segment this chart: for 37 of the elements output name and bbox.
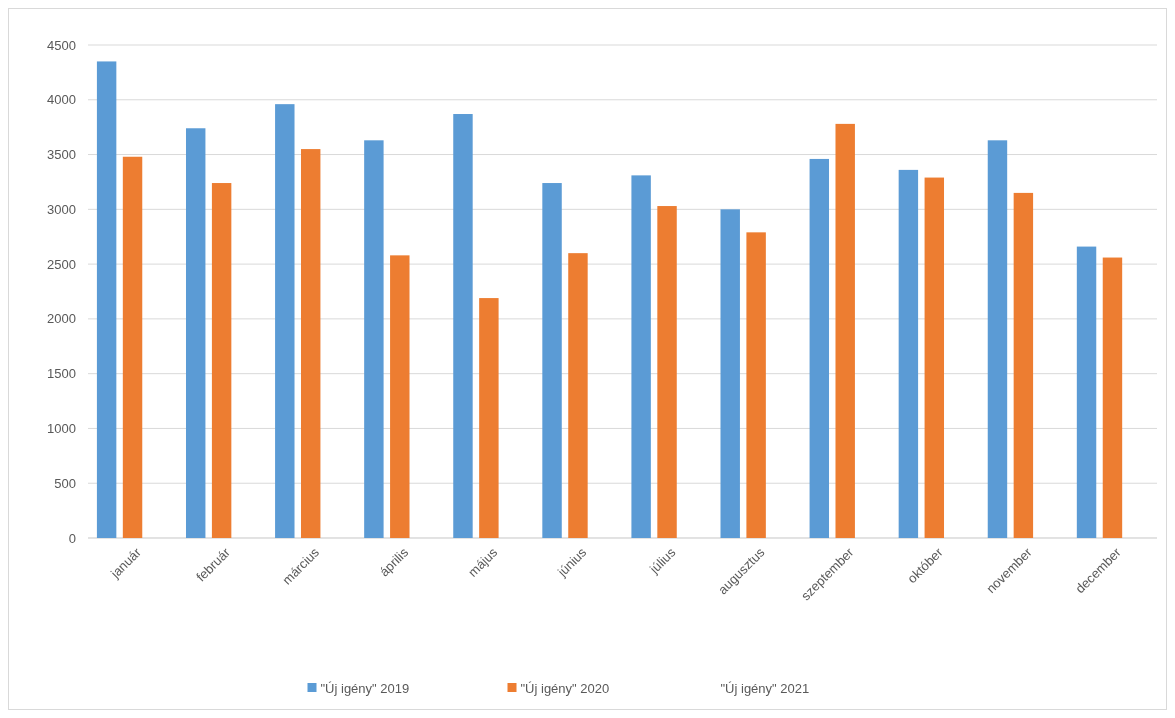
bar	[568, 253, 588, 538]
bar	[1076, 246, 1097, 538]
y-tick-label: 3000	[47, 201, 76, 217]
y-tick-label: 0	[68, 530, 76, 546]
y-tick-label: 2500	[47, 256, 76, 272]
bar	[453, 114, 473, 538]
bar	[809, 158, 830, 538]
bar	[542, 183, 562, 538]
y-tick-label: 3500	[47, 147, 76, 163]
bar	[275, 104, 295, 538]
y-tick-label: 4000	[47, 92, 76, 108]
bar	[364, 140, 384, 538]
bar	[122, 156, 143, 538]
y-tick-label: 500	[54, 475, 76, 491]
bar	[96, 61, 117, 538]
bar	[631, 175, 651, 538]
y-tick-label: 2000	[47, 311, 76, 327]
bar	[390, 255, 410, 538]
bar	[746, 232, 766, 538]
bar	[657, 206, 677, 538]
bar	[835, 123, 855, 538]
y-tick-label: 4500	[47, 37, 76, 53]
bar	[185, 128, 206, 538]
bar	[987, 140, 1008, 538]
bar	[300, 149, 321, 538]
legend-label: "Új igény" 2020	[520, 680, 610, 696]
y-tick-label: 1000	[47, 420, 76, 436]
bar	[898, 169, 919, 538]
bar	[720, 209, 740, 538]
bar	[1102, 257, 1123, 538]
legend-label: "Új igény" 2019	[320, 680, 410, 696]
bar	[924, 177, 945, 538]
bar	[479, 298, 499, 538]
bar	[1013, 192, 1034, 538]
bar	[211, 183, 232, 538]
text: "Új igény" 2021	[720, 680, 810, 696]
y-tick-label: 1500	[47, 366, 76, 382]
